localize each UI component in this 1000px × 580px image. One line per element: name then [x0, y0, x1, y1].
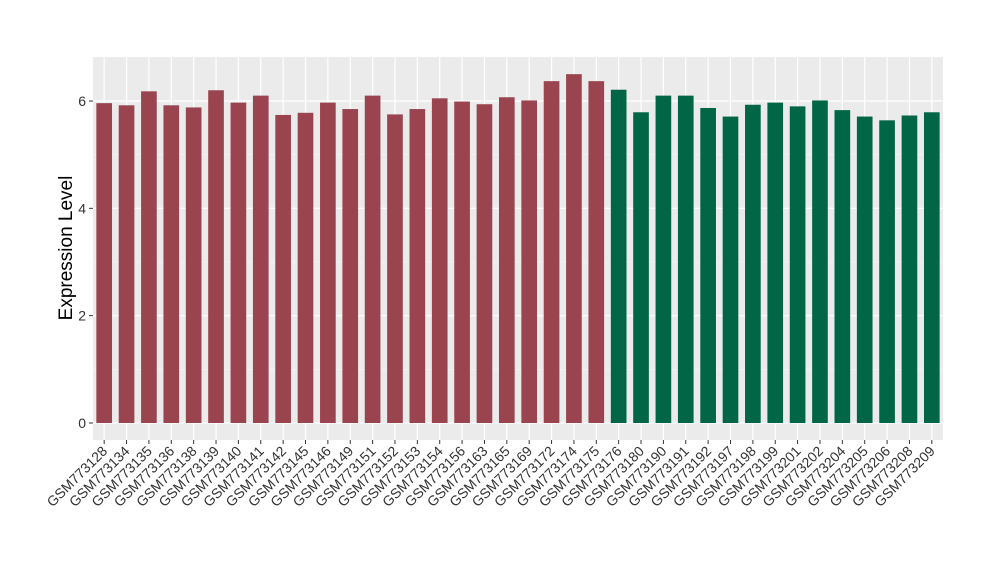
y-tick-label: 6 [78, 93, 86, 109]
bar-GSM773180 [633, 112, 649, 424]
bar-GSM773197 [722, 116, 739, 424]
y-tick-label: 0 [78, 415, 86, 431]
bar-GSM773128 [96, 103, 113, 423]
bar-GSM773169 [521, 100, 538, 424]
bar-GSM773176 [610, 89, 627, 423]
y-tick-label: 2 [78, 308, 86, 324]
bar-GSM773209 [923, 112, 940, 424]
bar-GSM773198 [745, 104, 761, 424]
bar-GSM773163 [476, 104, 493, 423]
bar-GSM773156 [454, 101, 470, 423]
bar-GSM773136 [163, 105, 180, 423]
bar-GSM773208 [901, 115, 918, 424]
bar-GSM773201 [789, 106, 806, 423]
bar-GSM773145 [297, 112, 314, 423]
bar-GSM773202 [812, 100, 828, 424]
bar-GSM773205 [856, 116, 873, 424]
bar-GSM773199 [767, 102, 784, 424]
y-tick-label: 4 [78, 200, 86, 216]
bar-GSM773146 [320, 102, 336, 424]
bar-GSM773142 [275, 114, 291, 423]
bar-GSM773154 [431, 98, 448, 424]
bar-GSM773152 [387, 114, 403, 424]
bar-GSM773206 [879, 120, 895, 423]
bar-GSM773192 [700, 107, 716, 423]
bar-GSM773138 [185, 107, 202, 423]
bar-GSM773172 [543, 81, 560, 423]
bar-GSM773165 [498, 97, 515, 423]
bar-GSM773141 [252, 95, 269, 423]
bar-GSM773139 [208, 90, 224, 424]
bar-GSM773135 [141, 91, 157, 423]
bar-GSM773134 [118, 105, 135, 423]
y-axis-title: Expression Level [56, 176, 77, 321]
bar-GSM773175 [588, 81, 605, 423]
bar-GSM773204 [834, 110, 851, 423]
bar-GSM773149 [342, 109, 359, 424]
bar-GSM773191 [677, 95, 694, 423]
bar-GSM773140 [230, 102, 247, 424]
bar-GSM773153 [409, 109, 426, 424]
y-axis: 0 2 4 6 [78, 93, 93, 431]
x-axis: GSM773128GSM773134GSM773135GSM773136GSM7… [43, 440, 938, 510]
bar-GSM773174 [566, 74, 582, 424]
bar-GSM773151 [364, 95, 381, 423]
bar-GSM773190 [655, 95, 672, 423]
bars [96, 74, 940, 424]
